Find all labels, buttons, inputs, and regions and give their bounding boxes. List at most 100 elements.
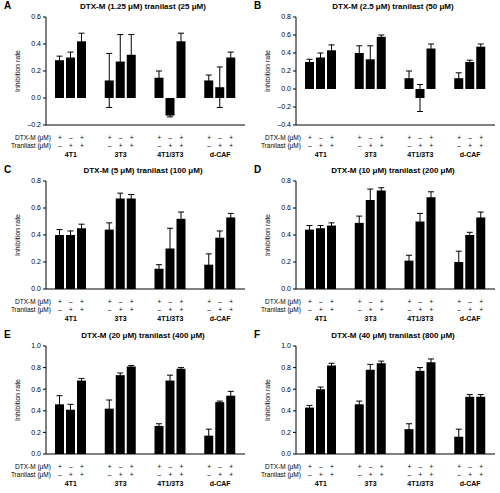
svg-text:+: + xyxy=(457,463,461,470)
svg-text:–: – xyxy=(319,463,323,470)
svg-text:0.2: 0.2 xyxy=(281,259,291,266)
svg-text:+: + xyxy=(69,471,73,478)
svg-text:+: + xyxy=(380,471,384,478)
svg-text:+: + xyxy=(58,298,62,305)
svg-text:+: + xyxy=(330,134,334,141)
svg-text:+: + xyxy=(319,471,323,478)
svg-text:–: – xyxy=(158,306,162,313)
svg-text:+: + xyxy=(58,463,62,470)
svg-text:+: + xyxy=(330,298,334,305)
svg-text:+: + xyxy=(457,298,461,305)
svg-text:–: – xyxy=(69,134,73,141)
svg-text:Tranilast (μM): Tranilast (μM) xyxy=(261,306,301,314)
svg-text:+: + xyxy=(479,306,483,313)
svg-text:–: – xyxy=(457,306,461,313)
svg-text:3T3: 3T3 xyxy=(365,480,377,487)
svg-text:+: + xyxy=(130,306,134,313)
svg-text:Tranilast (μM): Tranilast (μM) xyxy=(261,471,301,479)
svg-text:4T1: 4T1 xyxy=(315,151,327,158)
svg-text:0.0: 0.0 xyxy=(281,85,291,92)
svg-text:3T3: 3T3 xyxy=(115,315,127,322)
svg-text:DTX-M (μM): DTX-M (μM) xyxy=(15,134,51,142)
svg-text:1.0: 1.0 xyxy=(281,342,291,349)
svg-text:+: + xyxy=(308,134,312,141)
svg-text:–: – xyxy=(308,471,312,478)
svg-text:d-CAF: d-CAF xyxy=(460,480,482,487)
svg-text:–: – xyxy=(468,463,472,470)
svg-text:+: + xyxy=(130,463,134,470)
svg-text:0.2: 0.2 xyxy=(31,67,41,74)
svg-text:–: – xyxy=(468,134,472,141)
svg-text:4T1/3T3: 4T1/3T3 xyxy=(407,315,433,322)
svg-text:+: + xyxy=(358,463,362,470)
svg-text:+: + xyxy=(429,134,433,141)
svg-text:+: + xyxy=(179,306,183,313)
svg-text:–: – xyxy=(218,134,222,141)
svg-text:0.0: 0.0 xyxy=(31,94,41,101)
svg-text:–: – xyxy=(457,142,461,149)
svg-text:+: + xyxy=(108,463,112,470)
svg-text:+: + xyxy=(80,134,84,141)
svg-text:0.8: 0.8 xyxy=(31,178,41,185)
svg-text:–: – xyxy=(358,142,362,149)
svg-text:Tranilast (μM): Tranilast (μM) xyxy=(11,471,51,479)
svg-text:–: – xyxy=(358,306,362,313)
svg-text:–: – xyxy=(169,463,173,470)
svg-text:–: – xyxy=(319,134,323,141)
svg-text:–: – xyxy=(108,142,112,149)
svg-text:0.8: 0.8 xyxy=(31,364,41,371)
svg-text:+: + xyxy=(429,471,433,478)
svg-text:0.2: 0.2 xyxy=(281,429,291,436)
svg-text:+: + xyxy=(330,142,334,149)
svg-text:+: + xyxy=(157,134,161,141)
svg-text:+: + xyxy=(119,471,123,478)
svg-text:0.6: 0.6 xyxy=(281,31,291,38)
svg-text:–: – xyxy=(358,471,362,478)
svg-text:–: – xyxy=(408,306,412,313)
svg-text:+: + xyxy=(479,471,483,478)
svg-text:+: + xyxy=(229,298,233,305)
svg-text:0.4: 0.4 xyxy=(31,407,41,414)
svg-text:+: + xyxy=(207,298,211,305)
svg-text:d-CAF: d-CAF xyxy=(210,480,232,487)
svg-text:–: – xyxy=(319,298,323,305)
svg-text:DTX-M (μM): DTX-M (μM) xyxy=(15,298,51,306)
svg-text:+: + xyxy=(457,134,461,141)
svg-text:+: + xyxy=(179,298,183,305)
svg-text:Tranilast (μM): Tranilast (μM) xyxy=(261,142,301,150)
svg-text:0.0: 0.0 xyxy=(31,286,41,293)
svg-text:3T3: 3T3 xyxy=(365,315,377,322)
svg-text:+: + xyxy=(380,142,384,149)
svg-text:0.4: 0.4 xyxy=(281,49,291,56)
svg-text:–0.2: –0.2 xyxy=(27,121,41,128)
svg-text:+: + xyxy=(308,298,312,305)
svg-text:+: + xyxy=(80,463,84,470)
svg-text:+: + xyxy=(80,306,84,313)
svg-text:1.0: 1.0 xyxy=(31,342,41,349)
svg-text:+: + xyxy=(207,134,211,141)
svg-text:+: + xyxy=(407,134,411,141)
svg-text:+: + xyxy=(229,306,233,313)
svg-text:+: + xyxy=(130,134,134,141)
svg-text:+: + xyxy=(358,134,362,141)
svg-text:+: + xyxy=(218,471,222,478)
svg-text:+: + xyxy=(468,471,472,478)
svg-text:+: + xyxy=(429,306,433,313)
svg-text:–: – xyxy=(69,463,73,470)
svg-text:Tranilast (μM): Tranilast (μM) xyxy=(11,306,51,314)
svg-text:–: – xyxy=(108,306,112,313)
svg-text:4T1/3T3: 4T1/3T3 xyxy=(157,315,183,322)
svg-text:–: – xyxy=(369,298,373,305)
svg-text:+: + xyxy=(157,298,161,305)
svg-text:–: – xyxy=(69,298,73,305)
svg-text:–: – xyxy=(218,463,222,470)
svg-text:DTX-M (μM): DTX-M (μM) xyxy=(265,463,301,471)
svg-text:4T1: 4T1 xyxy=(65,315,77,322)
svg-text:+: + xyxy=(369,142,373,149)
svg-text:+: + xyxy=(229,471,233,478)
svg-text:–: – xyxy=(119,298,123,305)
svg-text:–: – xyxy=(158,471,162,478)
svg-text:+: + xyxy=(130,298,134,305)
svg-text:+: + xyxy=(130,142,134,149)
svg-text:+: + xyxy=(418,471,422,478)
